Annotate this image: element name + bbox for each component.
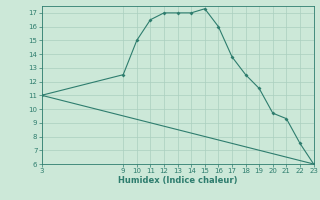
X-axis label: Humidex (Indice chaleur): Humidex (Indice chaleur) xyxy=(118,176,237,185)
